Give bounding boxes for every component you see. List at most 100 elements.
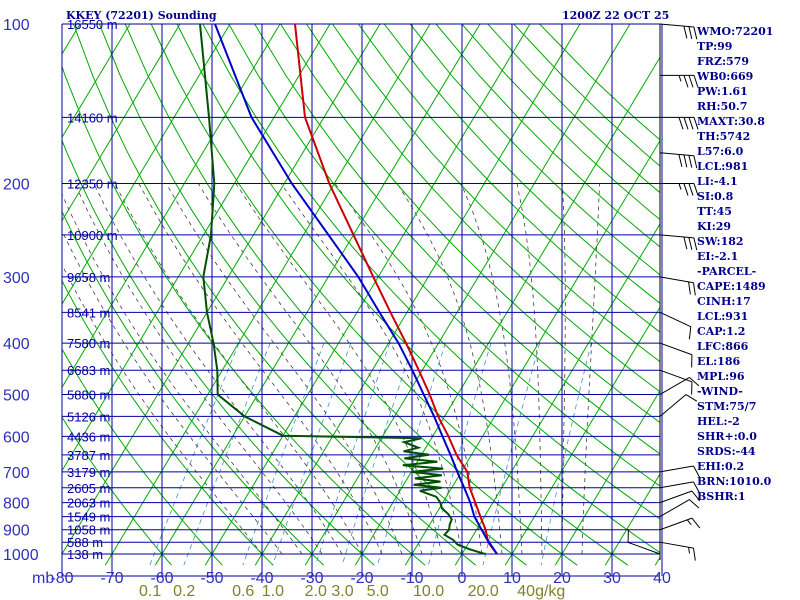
index-line: -PARCEL- (697, 265, 757, 278)
moist-adiabat-line (334, 183, 483, 555)
dry-adiabat-line (62, 279, 274, 566)
mixing-ratio-label: 3.0 (331, 583, 353, 600)
dry-adiabat-line (254, 24, 660, 455)
isotherm-line (62, 24, 181, 222)
dry-adiabat-line (280, 24, 660, 424)
dry-adiabat-line (383, 24, 660, 304)
pressure-tick-label: 900 (3, 523, 30, 540)
mixing-ratio-line (149, 342, 240, 566)
temperature-tick-label: -40 (250, 570, 273, 587)
wind-barb-flag (693, 75, 699, 88)
temperature-tick-label: -50 (200, 570, 223, 587)
height-label: 3787 m (67, 448, 110, 463)
height-label: 1058 m (67, 523, 110, 538)
index-line: LCL:981 (697, 160, 749, 173)
isotherm-line (354, 56, 660, 566)
mixing-ratio-label: 40g/kg (517, 583, 565, 600)
wind-barb-flag (688, 26, 693, 39)
wind-barb-flag (688, 155, 693, 168)
mixing-ratio-line (376, 342, 446, 566)
index-line: TH:5742 (697, 130, 751, 143)
index-line: SHR+:0.0 (697, 430, 757, 443)
isotherm-line (454, 223, 660, 566)
wind-barb-staff (659, 541, 694, 549)
wind-barb-staff (659, 369, 693, 383)
mixing-ratio-label: 1.0 (262, 583, 284, 600)
isotherm-line (62, 24, 131, 139)
wind-barb-flag (689, 377, 700, 387)
valid-time: 1200Z 22 OCT 25 (562, 9, 670, 22)
mixing-ratio-label: 0.6 (232, 583, 254, 600)
wind-barb-staff (659, 342, 693, 356)
moist-adiabat-line (62, 229, 283, 555)
wind-barb-staff (659, 23, 694, 28)
height-label: 2063 m (67, 496, 110, 511)
mixing-ratio-line (482, 342, 541, 566)
wind-barb-half-flag (688, 547, 690, 554)
index-line: CINH:17 (697, 295, 751, 308)
pressure-tick-label: 500 (3, 387, 30, 404)
height-label: 12350 m (67, 177, 118, 192)
index-line: CAP:1.2 (697, 325, 746, 338)
index-line: LI:-4.1 (697, 175, 738, 188)
height-label: 16550 m (67, 17, 118, 32)
wind-barb-flag (683, 183, 689, 196)
wind-barb-flag (688, 237, 693, 250)
moist-adiabat-line (516, 183, 543, 555)
wind-barb-flag (693, 183, 699, 196)
wind-barb-half-flag (678, 183, 682, 190)
index-line: BSHR:1 (697, 490, 746, 503)
moist-adiabat-line (62, 263, 263, 555)
dry-adiabat-line (62, 416, 172, 566)
wind-barb-staff (659, 490, 693, 504)
isotherm-line (604, 473, 660, 566)
isotherm-line (504, 306, 660, 566)
index-line: LCL:931 (697, 310, 749, 323)
dry-adiabat-line (435, 24, 660, 248)
mixing-ratio-line (183, 342, 271, 566)
index-line: CAPE:1489 (697, 280, 766, 293)
index-line: PW:1.61 (697, 85, 748, 98)
wind-barb-staff (659, 152, 694, 157)
mixing-ratio-line (315, 342, 391, 566)
dry-adiabat-line (331, 24, 660, 363)
temperature-tick-label: -20 (350, 570, 373, 587)
isotherm-line (62, 24, 331, 472)
profile-lines (199, 24, 498, 555)
isotherm-line (62, 24, 231, 305)
index-line: TP:99 (697, 40, 733, 53)
wind-barb-flag (693, 237, 698, 251)
dry-adiabat-line (124, 24, 578, 566)
isotherm-line (62, 24, 281, 389)
wind-barb-staff (659, 377, 690, 395)
height-label: 10900 m (67, 228, 118, 243)
isotherm-line (0, 24, 30, 565)
temperature-tick-label: 10 (503, 570, 521, 587)
height-label: 1549 m (67, 510, 110, 525)
index-line: L57:6.0 (697, 145, 744, 158)
dry-adiabat-line (62, 64, 426, 566)
wind-barb-staff (659, 311, 692, 328)
wind-barb-flag (691, 490, 701, 502)
temperature-tick-label: -80 (50, 570, 73, 587)
wind-barb-flag (688, 281, 691, 295)
mixing-ratio-label: 10.0 (413, 583, 444, 600)
dry-adiabat-line (98, 24, 527, 566)
mixing-ratio-label: 2.0 (305, 583, 327, 600)
wind-barb-flag (678, 117, 684, 130)
index-line: SRDS:-44 (697, 445, 756, 458)
dry-adiabat-line (306, 24, 660, 393)
isotherm-line (254, 24, 581, 566)
wind-barb-staff (659, 517, 693, 531)
pressure-tick-label: 400 (3, 336, 30, 353)
dry-adiabat-line (228, 24, 660, 487)
dry-adiabat-line (357, 24, 660, 333)
wind-barb-flag (693, 26, 698, 40)
wind-barb-staff (659, 481, 694, 489)
wind-barb-flag (691, 517, 701, 529)
moist-adiabat-line (165, 183, 403, 555)
mixing-ratio-label: 20.0 (468, 583, 499, 600)
height-label: 588 m (67, 535, 103, 550)
height-label: 2605 m (67, 481, 110, 496)
